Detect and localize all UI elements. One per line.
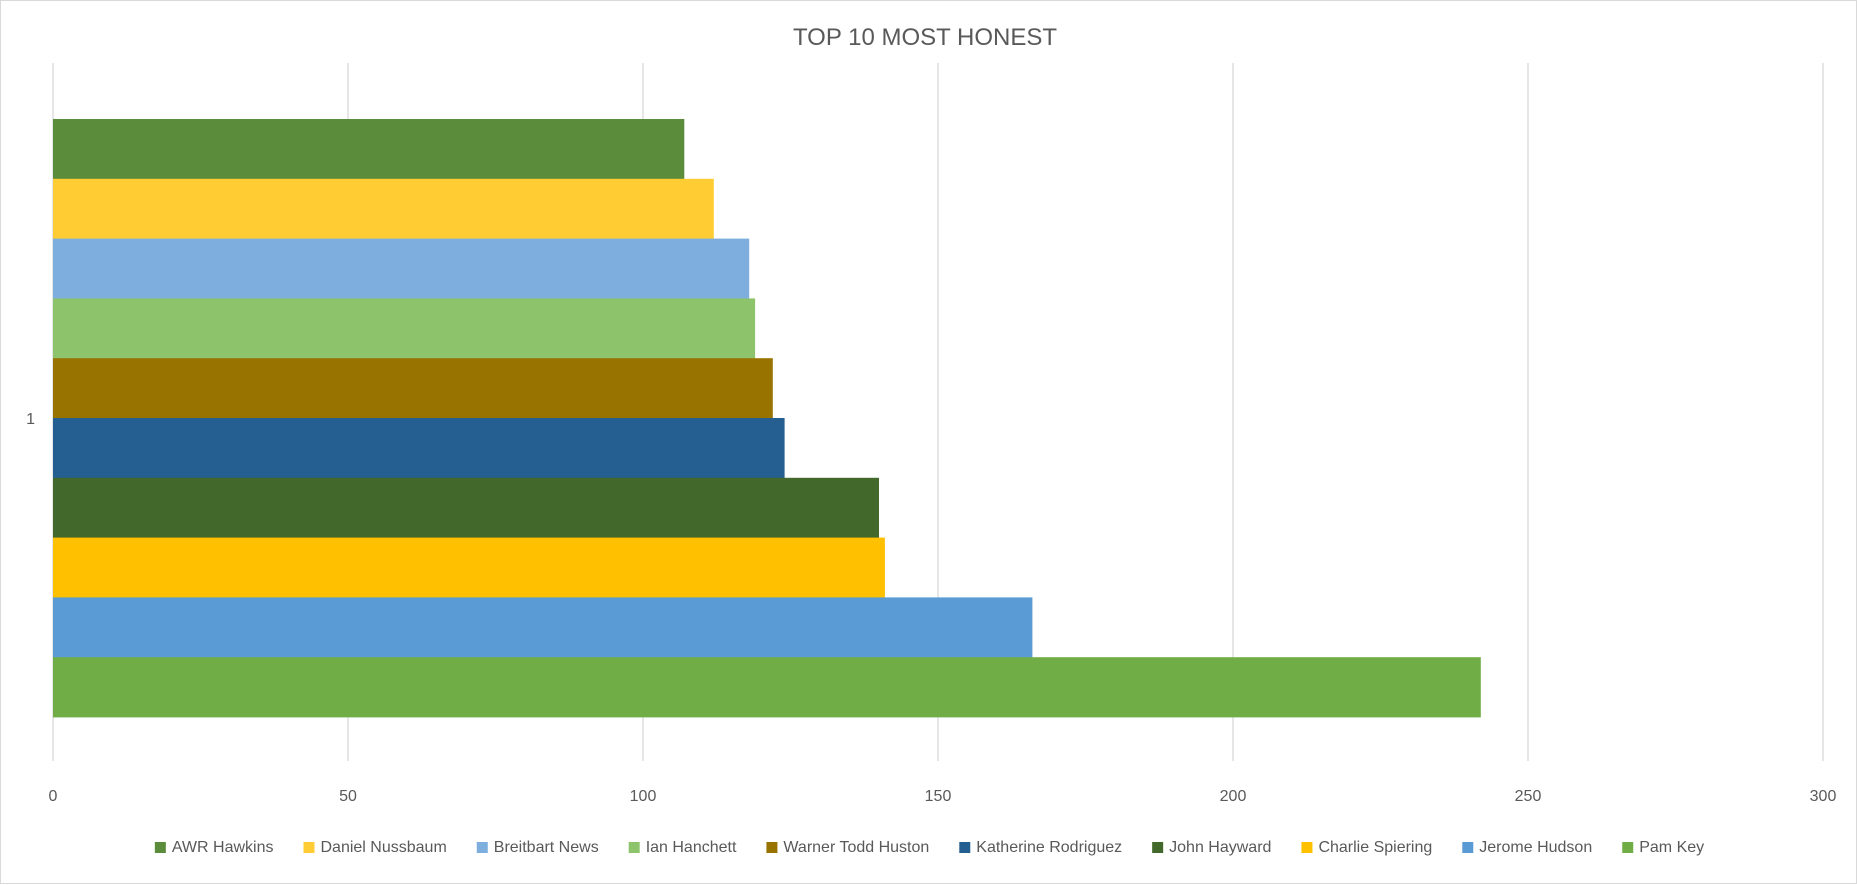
legend: AWR Hawkins Daniel Nussbaum Breitbart News…: [154, 839, 1704, 856]
legend-label: Pam Key: [1639, 839, 1704, 856]
legend-label: Ian Hanchett: [646, 839, 737, 856]
y-axis-categories: 1: [26, 411, 35, 428]
legend-item: John Hayward: [1152, 839, 1271, 856]
legend-item: AWR Hawkins: [154, 839, 274, 856]
bar-pam-key: [53, 657, 1481, 718]
legend-swatch: [766, 842, 778, 853]
legend-label: Katherine Rodriguez: [976, 839, 1122, 856]
y-category-label: 1: [26, 411, 35, 428]
x-tick-label: 200: [1220, 788, 1247, 805]
legend-item: Breitbart News: [476, 839, 599, 856]
x-tick-label: 50: [339, 788, 357, 805]
legend-label: Jerome Hudson: [1479, 839, 1592, 856]
legend-swatch: [1462, 842, 1474, 853]
x-tick-label: 150: [925, 788, 952, 805]
legend-item: Charlie Spiering: [1301, 839, 1432, 856]
bar-daniel-nussbaum: [53, 178, 714, 239]
legend-label: John Hayward: [1169, 839, 1271, 856]
legend-swatch: [303, 842, 315, 853]
legend-item: Jerome Hudson: [1462, 839, 1592, 856]
bar-ian-hanchett: [53, 298, 756, 359]
bar-john-hayward: [53, 477, 879, 538]
legend-item: Ian Hanchett: [628, 839, 737, 856]
legend-label: AWR Hawkins: [172, 839, 274, 856]
x-axis-ticks: 0 50 100 150 200 250 300: [49, 788, 1837, 805]
legend-label: Daniel Nussbaum: [320, 839, 446, 856]
legend-label: Breitbart News: [494, 839, 599, 856]
legend-item: Warner Todd Huston: [766, 839, 929, 856]
bar-awr-hawkins: [53, 119, 685, 180]
bar-jerome-hudson: [53, 597, 1033, 658]
legend-swatch: [959, 842, 971, 853]
legend-swatch: [628, 842, 640, 853]
bars: [53, 119, 1481, 718]
legend-swatch: [1152, 842, 1164, 853]
legend-item: Katherine Rodriguez: [959, 839, 1122, 856]
bar-breitbart-news: [53, 238, 750, 299]
legend-item: Pam Key: [1622, 839, 1704, 856]
legend-swatch: [476, 842, 488, 853]
bar-charlie-spiering: [53, 537, 885, 598]
x-tick-label: 300: [1810, 788, 1837, 805]
legend-label: Charlie Spiering: [1318, 839, 1432, 856]
bar-katherine-rodriguez: [53, 418, 785, 479]
legend-swatch: [1301, 842, 1313, 853]
bar-warner-todd-huston: [53, 358, 773, 419]
chart-title: TOP 10 MOST HONEST: [793, 24, 1057, 51]
legend-item: Daniel Nussbaum: [303, 839, 447, 856]
x-tick-label: 0: [49, 788, 58, 805]
x-tick-label: 250: [1515, 788, 1542, 805]
x-tick-label: 100: [630, 788, 657, 805]
legend-label: Warner Todd Huston: [783, 839, 929, 856]
legend-swatch: [1622, 842, 1634, 853]
legend-swatch: [154, 842, 166, 853]
